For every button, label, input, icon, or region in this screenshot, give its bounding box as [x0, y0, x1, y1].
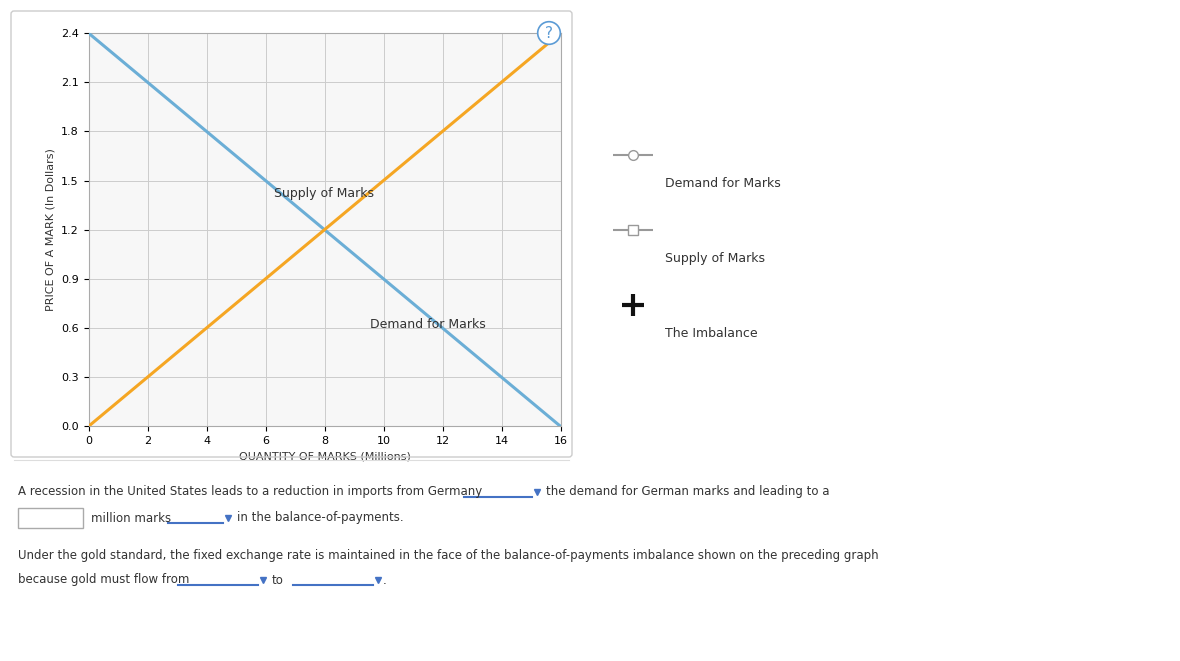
X-axis label: QUANTITY OF MARKS (Millions): QUANTITY OF MARKS (Millions)	[238, 451, 411, 461]
Y-axis label: PRICE OF A MARK (In Dollars): PRICE OF A MARK (In Dollars)	[45, 148, 55, 311]
Text: in the balance-of-payments.: in the balance-of-payments.	[237, 512, 404, 524]
Text: million marks: million marks	[91, 512, 171, 524]
Text: because gold must flow from: because gold must flow from	[18, 574, 189, 586]
Text: The Imbalance: The Imbalance	[666, 327, 758, 340]
Text: .: .	[384, 574, 387, 586]
FancyBboxPatch shape	[18, 508, 83, 528]
Text: to: to	[273, 574, 284, 586]
Text: Demand for Marks: Demand for Marks	[666, 177, 781, 190]
Text: Supply of Marks: Supply of Marks	[666, 252, 765, 265]
Text: Demand for Marks: Demand for Marks	[369, 319, 486, 331]
Text: Under the gold standard, the fixed exchange rate is maintained in the face of th: Under the gold standard, the fixed excha…	[18, 549, 879, 563]
Text: Supply of Marks: Supply of Marks	[275, 187, 374, 200]
Text: A recession in the United States leads to a reduction in imports from Germany: A recession in the United States leads t…	[18, 485, 483, 498]
Text: the demand for German marks and leading to a: the demand for German marks and leading …	[546, 485, 830, 498]
Text: ?: ?	[545, 26, 553, 40]
